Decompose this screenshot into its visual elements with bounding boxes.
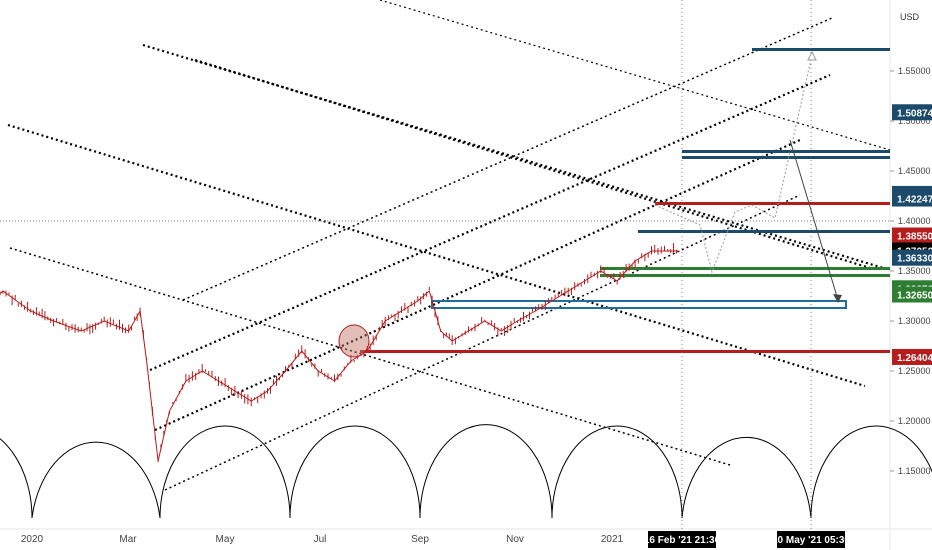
price-label: 1.26404 bbox=[892, 348, 932, 365]
price-label-bg bbox=[892, 286, 932, 303]
price-label-bg bbox=[892, 249, 932, 266]
level-1-33272 bbox=[600, 267, 890, 270]
y-tick-label: 1.40000 bbox=[898, 216, 931, 226]
y-tick-label: 1.20000 bbox=[898, 416, 931, 426]
time-label-text: 10 May '21 05:30 bbox=[772, 535, 850, 546]
y-tick-label: 1.45000 bbox=[898, 166, 931, 176]
x-tick-label: 2020 bbox=[21, 534, 44, 545]
price-label-text: 1.38550 bbox=[897, 232, 932, 243]
x-axis-ticks: 2020 Mar May Jul Sep Nov 2021 bbox=[21, 534, 624, 545]
trendline-top-down bbox=[379, 0, 891, 151]
price-label: 1.38550 bbox=[892, 227, 932, 244]
price-label: 1.42247 bbox=[892, 190, 932, 207]
x-tick-label: 2021 bbox=[601, 534, 624, 545]
y-tick-label: 1.35000 bbox=[898, 266, 931, 276]
level-1-36330 bbox=[638, 230, 890, 233]
price-label-text: 1.50874 bbox=[897, 108, 932, 119]
y-tick-label: 1.50000 bbox=[898, 116, 931, 126]
cycle-arcs bbox=[0, 424, 932, 519]
price-label: 1.36330 bbox=[892, 249, 932, 266]
trendline-lower-down bbox=[9, 247, 731, 466]
price-label-text: 1.42247 bbox=[897, 195, 932, 206]
channel-upper bbox=[149, 73, 831, 372]
price-labels: 1.508741.427071.422471.385501.370501.363… bbox=[892, 104, 932, 365]
level-1-26404 bbox=[360, 350, 890, 353]
y-axis-ticks: 1.15000 1.20000 1.25000 1.30000 1.35000 1.400… bbox=[890, 66, 931, 476]
plot-area[interactable] bbox=[0, 0, 890, 529]
y-tick-label: 1.15000 bbox=[898, 466, 931, 476]
level-1-50874 bbox=[752, 48, 890, 51]
time-labels: 16 Feb '21 21:30 10 May '21 05:30 bbox=[644, 531, 850, 548]
price-label-bg bbox=[892, 348, 932, 365]
time-markers bbox=[681, 0, 812, 529]
axis-unit: USD bbox=[900, 12, 920, 22]
breakout-highlight[interactable] bbox=[338, 324, 370, 358]
x-tick-label: Nov bbox=[506, 534, 524, 545]
price-label: 1.32650 bbox=[892, 286, 932, 303]
trendline-mid-down bbox=[7, 123, 866, 388]
price-path bbox=[0, 250, 680, 462]
price-label-bg bbox=[892, 227, 932, 244]
price-label-bg bbox=[892, 104, 932, 121]
price-label-text: 1.32650 bbox=[897, 291, 932, 302]
time-label: 10 May '21 05:30 bbox=[772, 531, 850, 548]
y-tick-label: 1.30000 bbox=[898, 316, 931, 326]
y-tick-label: 1.55000 bbox=[898, 66, 931, 76]
price-label-text: 1.36330 bbox=[897, 254, 932, 265]
price-label: 1.50874 bbox=[892, 104, 932, 121]
x-tick-label: May bbox=[216, 534, 235, 545]
time-label-bg bbox=[648, 531, 716, 548]
level-1-38550 bbox=[655, 202, 890, 205]
y-tick-label: 1.25000 bbox=[898, 366, 931, 376]
projection-paths bbox=[654, 50, 842, 303]
time-label-text: 16 Feb '21 21:30 bbox=[644, 535, 721, 546]
x-tick-label: Jul bbox=[314, 534, 327, 545]
x-tick-label: Sep bbox=[411, 534, 429, 545]
x-tick-label: Mar bbox=[119, 534, 137, 545]
channel-bottom bbox=[164, 194, 801, 491]
time-label: 16 Feb '21 21:30 bbox=[644, 531, 721, 548]
level-1-42247 bbox=[682, 156, 890, 159]
level-1-42707 bbox=[682, 150, 890, 153]
price-label-text: 1.26404 bbox=[897, 353, 932, 364]
price-label-bg bbox=[892, 190, 932, 207]
time-label-bg bbox=[777, 531, 845, 548]
level-1-32650 bbox=[600, 274, 890, 277]
